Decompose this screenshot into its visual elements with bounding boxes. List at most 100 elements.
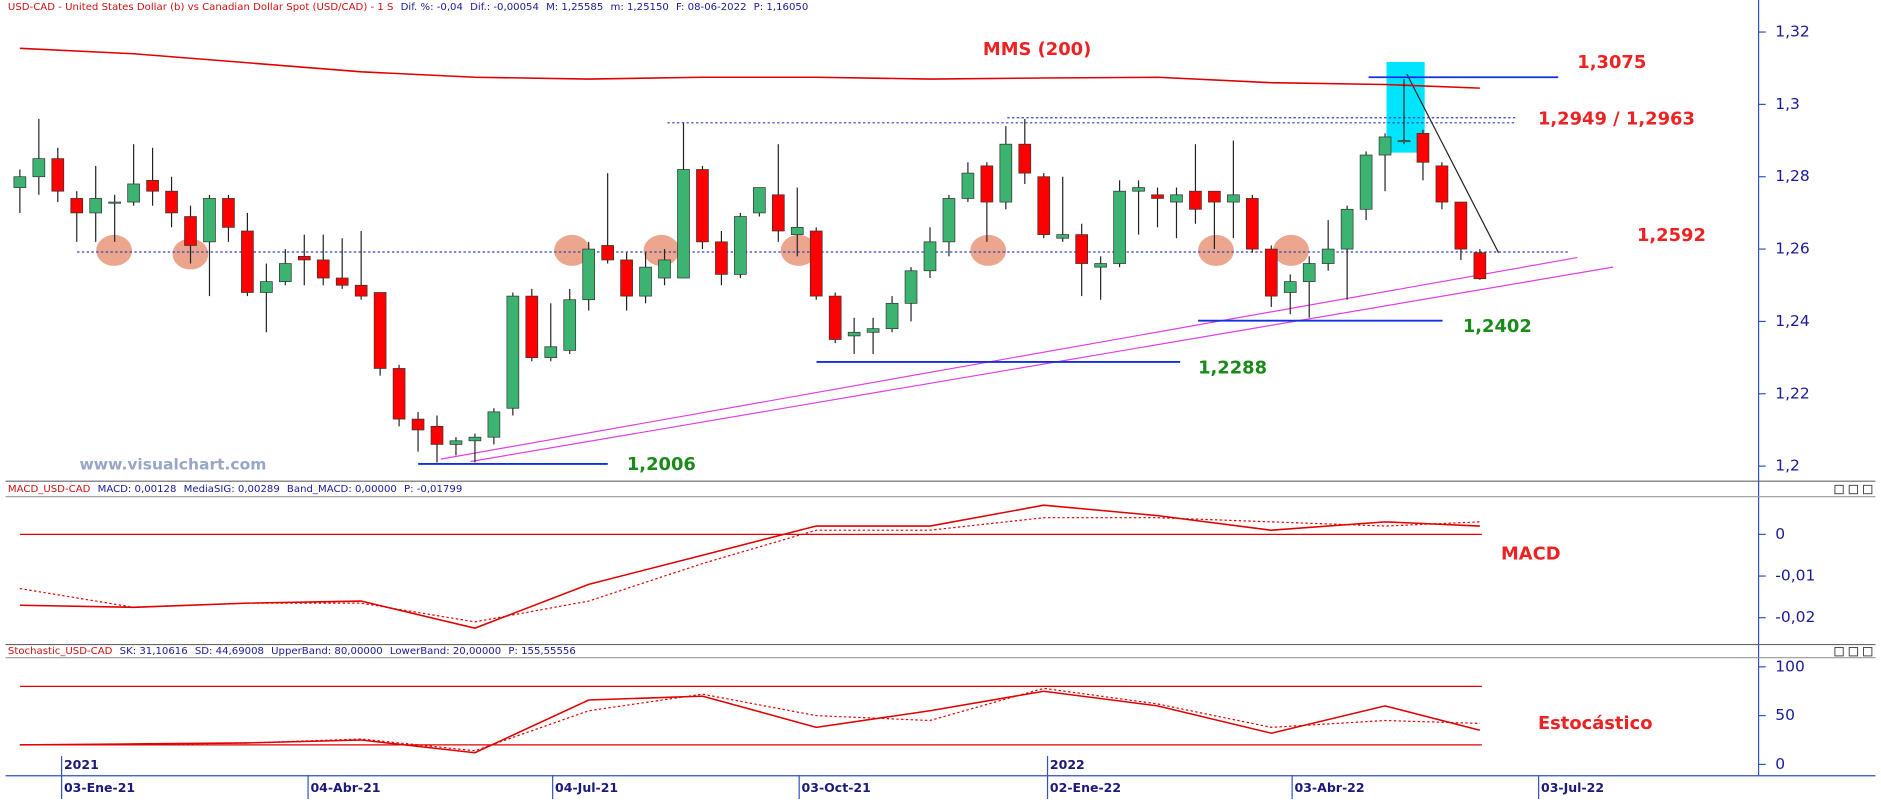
header-field: m: 1,25150 [610,2,668,13]
candle-body [828,295,842,340]
candle-body [1359,154,1373,210]
candle-body [525,295,539,358]
header-field: SD: 44,69008 [195,646,264,657]
candle-body [1435,165,1449,203]
header-field: Stochastic_USD-CAD [8,646,113,657]
candle-body [297,255,311,261]
candle-body [165,190,178,214]
candle-body [544,346,558,358]
candle-body [734,216,747,275]
candle-body [335,277,349,286]
candle-body [373,292,387,369]
header-field: M: 1,25585 [546,2,603,13]
candle-body [620,259,633,297]
candle-body [1094,263,1107,268]
candle-body [32,158,46,178]
x-tick-label: 03-Oct-21 [802,780,871,795]
y-tick-label: -0,02 [1775,608,1815,626]
candle-body [904,270,918,304]
candle-body [790,227,804,235]
panel-header: Stochastic_USD-CAD SK: 31,10616 SD: 44,690… [8,646,576,657]
candle-body [1397,140,1411,143]
candle-body [696,169,709,243]
trend-line [1406,73,1500,254]
header-field: LowerBand: 20,00000 [390,646,501,657]
header-field: Dif.: -0,00054 [470,2,539,13]
y-tick-label: 1,32 [1775,23,1810,41]
trend-line [440,257,1578,460]
candle-body [1227,194,1240,203]
x-tick-label: 02-Ene-22 [1050,780,1121,795]
x-tick-label: 03-Ene-21 [64,780,135,795]
candle-body [203,198,216,243]
candle-body [487,411,501,438]
candle-body [715,241,728,275]
candle-body [582,248,596,301]
x-tick-label: 04-Jul-21 [555,780,618,795]
candle-body [146,179,159,192]
candle-body [392,368,406,420]
series-line [19,687,1480,752]
candle-body [1151,194,1164,199]
candle-body [1264,248,1278,297]
series-line [19,47,1480,89]
level-label: 1,2592 [1637,225,1706,246]
candle-body [430,425,444,445]
candle-body [1075,234,1088,264]
window-buttons[interactable] [1834,484,1873,657]
candle-body [563,299,577,351]
watermark: www.visualchart.com [79,456,266,474]
candle-body [942,198,956,243]
candle-body [1170,194,1183,203]
candle-body [961,172,975,199]
candle-body [980,165,994,203]
y-tick-label: 1,22 [1775,384,1810,402]
y-tick-label: 1,2 [1775,457,1800,475]
header-field: SK: 31,10616 [120,646,188,657]
header-field: MACD_USD-CAD [8,484,91,495]
trend-line [470,266,1614,463]
y-tick-label: 0 [1775,755,1785,773]
y-tick-label: 1,24 [1775,312,1810,330]
candle-body [127,183,140,203]
candle-body [278,263,292,282]
candle-body [885,302,899,330]
candle-body [354,284,368,297]
y-tick-label: -0,01 [1775,567,1815,585]
candle-body [1018,143,1032,174]
series-line [19,690,1481,754]
ma-label: MMS (200) [983,39,1091,60]
candle-body [260,281,273,293]
candle-body [677,169,690,279]
candle-body [847,331,861,337]
candle-body [658,259,671,279]
candle-body [13,176,27,188]
candle-body [1340,208,1354,250]
candle-body [1454,201,1468,250]
candle-body [51,158,65,192]
header-field: MACD: 0,00128 [98,484,177,495]
highlights [96,234,1309,270]
y-tick-label: 100 [1775,657,1805,675]
year-label: 2021 [64,757,99,772]
candle-body [809,230,823,297]
candle-body [753,187,766,214]
candle-body [468,436,482,442]
x-tick-label: 03-Abr-22 [1295,780,1365,795]
year-label: 2022 [1050,757,1085,772]
candle-body [1037,176,1051,235]
y-tick-label: 1,26 [1775,240,1810,258]
candle-body [1321,248,1335,264]
header-field: Dif. %: -0,04 [401,2,463,13]
candle-body [639,266,652,297]
candle-body [771,194,785,232]
panel-label: Estocástico [1538,713,1653,734]
candle-body [923,241,937,272]
candle-body [70,198,84,214]
candle-body [601,245,614,261]
header-field: USD-CAD - United States Dollar (b) vs Ca… [8,2,394,13]
candle-body [1473,252,1487,280]
level-label: 1,2006 [627,454,696,475]
level-label: 1,2288 [1198,357,1267,378]
